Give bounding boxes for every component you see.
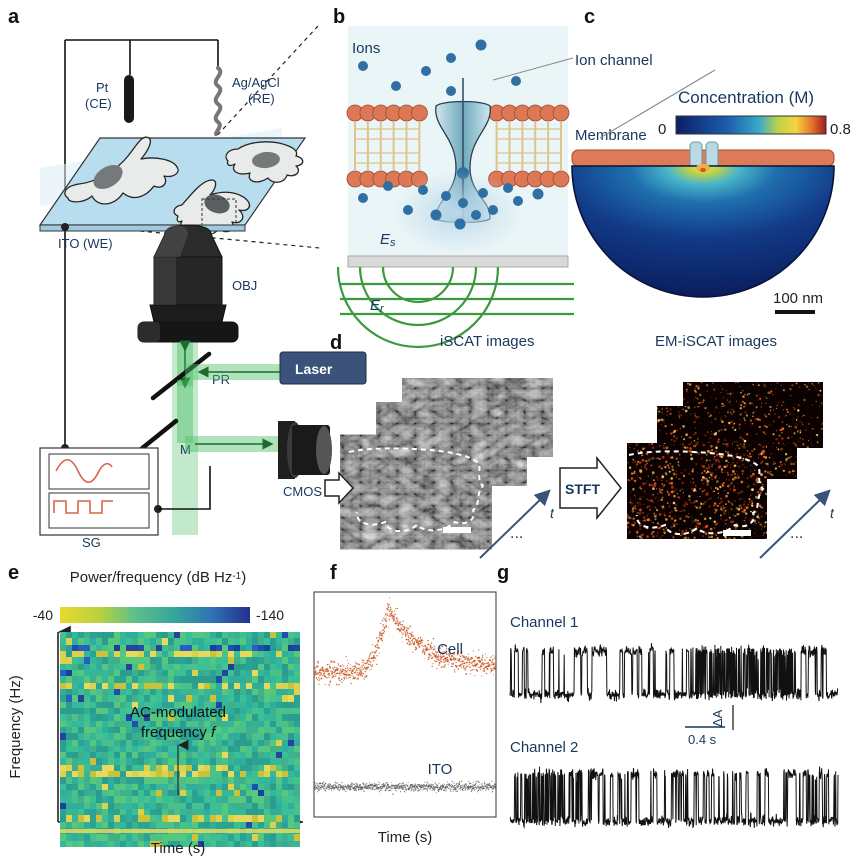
- svg-text:Channel 2: Channel 2: [510, 739, 578, 756]
- svg-text:ITO (WE): ITO (WE): [58, 236, 113, 251]
- svg-text:EM-iSCAT images: EM-iSCAT images: [655, 333, 777, 350]
- svg-text:Ag/AgCl: Ag/AgCl: [232, 75, 280, 90]
- svg-text:-40: -40: [33, 607, 53, 623]
- svg-text:SG: SG: [82, 535, 101, 550]
- svg-text:Channel 1: Channel 1: [510, 614, 578, 631]
- svg-text:Ions: Ions: [352, 40, 380, 57]
- svg-text:Concentration (M): Concentration (M): [678, 88, 814, 107]
- svg-text:STFT: STFT: [565, 481, 600, 497]
- svg-text:0.4 s: 0.4 s: [688, 732, 717, 747]
- svg-text:Cell: Cell: [437, 641, 463, 658]
- svg-text:(RE): (RE): [248, 91, 275, 106]
- svg-text:ITO: ITO: [428, 761, 453, 778]
- svg-text:ΔA: ΔA: [710, 709, 725, 727]
- svg-text:t: t: [550, 505, 555, 521]
- svg-text:-140: -140: [256, 607, 284, 623]
- svg-text:t: t: [830, 505, 835, 521]
- svg-text:Time (s): Time (s): [378, 829, 432, 846]
- svg-text:0: 0: [658, 121, 666, 138]
- svg-text:100 nm: 100 nm: [773, 290, 823, 307]
- svg-text:OBJ: OBJ: [232, 278, 257, 293]
- svg-text:Power/frequency (dB Hz-1): Power/frequency (dB Hz-1): [70, 569, 246, 586]
- svg-text:CMOS: CMOS: [283, 484, 322, 499]
- svg-text:Pt: Pt: [96, 80, 109, 95]
- svg-text:0.8: 0.8: [830, 121, 851, 138]
- svg-text:iSCAT images: iSCAT images: [440, 333, 534, 350]
- svg-text:(CE): (CE): [85, 96, 112, 111]
